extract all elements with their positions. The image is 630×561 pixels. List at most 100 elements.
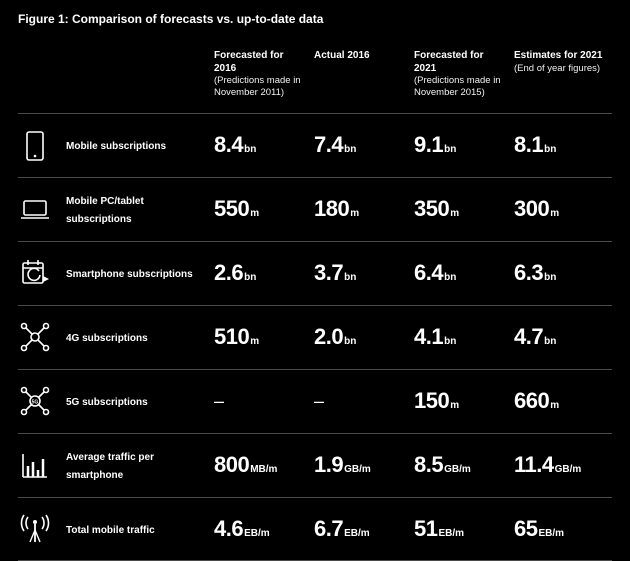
value-main: 6.3 xyxy=(514,260,543,285)
value-main: 510 xyxy=(214,324,249,349)
value-unit: m xyxy=(250,336,259,347)
value-main: 51 xyxy=(414,516,437,541)
value-unit: bn xyxy=(244,144,256,155)
data-cell: – xyxy=(314,391,414,412)
value-unit: bn xyxy=(544,144,556,155)
table-row: Mobile PC/tablet subscriptions550m180m35… xyxy=(18,177,612,241)
data-cell: 4.7bn xyxy=(514,324,614,350)
data-cell: 11.4GB/m xyxy=(514,452,614,478)
value-main: 660 xyxy=(514,388,549,413)
value-unit: bn xyxy=(344,272,356,283)
data-cell: 350m xyxy=(414,196,514,222)
row-label: Total mobile traffic xyxy=(66,525,155,536)
value-main: 1.9 xyxy=(314,452,343,477)
value-main: 3.7 xyxy=(314,260,343,285)
data-cell: 51EB/m xyxy=(414,516,514,542)
value-main: 4.7 xyxy=(514,324,543,349)
data-cell: 300m xyxy=(514,196,614,222)
data-cell: 180m xyxy=(314,196,414,222)
data-cell: 6.4bn xyxy=(414,260,514,286)
table-row: Average traffic per smartphone800MB/m1.9… xyxy=(18,433,612,497)
value-unit: bn xyxy=(444,336,456,347)
data-cell: 6.7EB/m xyxy=(314,516,414,542)
row-label: Mobile subscriptions xyxy=(66,141,166,152)
data-cell: 660m xyxy=(514,388,614,414)
value-main: 180 xyxy=(314,196,349,221)
row-label: Mobile PC/tablet subscriptions xyxy=(66,196,144,225)
value-main: 9.1 xyxy=(414,132,443,157)
network-5g-icon xyxy=(18,384,66,418)
row-label: 4G subscriptions xyxy=(66,333,148,344)
value-unit: bn xyxy=(544,336,556,347)
figure-title: Figure 1: Comparison of forecasts vs. up… xyxy=(18,12,612,26)
value-unit: bn xyxy=(344,336,356,347)
value-unit: bn xyxy=(444,272,456,283)
data-cell: 510m xyxy=(214,324,314,350)
data-cell: 1.9GB/m xyxy=(314,452,414,478)
value-unit: m xyxy=(350,208,359,219)
value-main: 300 xyxy=(514,196,549,221)
value-main: 2.0 xyxy=(314,324,343,349)
value-unit: EB/m xyxy=(538,528,564,539)
value-main: 8.1 xyxy=(514,132,543,157)
value-main: 800 xyxy=(214,452,249,477)
antenna-icon xyxy=(18,512,66,546)
value-unit: bn xyxy=(444,144,456,155)
data-cell: 2.0bn xyxy=(314,324,414,350)
data-cell: 4.1bn xyxy=(414,324,514,350)
table-row: Mobile subscriptions8.4bn7.4bn9.1bn8.1bn xyxy=(18,113,612,177)
value-unit: bn xyxy=(344,144,356,155)
table-row: 5G subscriptions––150m660m xyxy=(18,369,612,433)
value-main: 4.6 xyxy=(214,516,243,541)
data-cell: 8.1bn xyxy=(514,132,614,158)
value-main: 150 xyxy=(414,388,449,413)
data-cell: 800MB/m xyxy=(214,452,314,478)
col-head-2: Forecasted for 2021 (Predictions made in… xyxy=(414,50,514,99)
bar-chart-icon xyxy=(18,448,66,482)
value-unit: EB/m xyxy=(244,528,270,539)
value-main: 11.4 xyxy=(514,452,554,477)
value-unit: GB/m xyxy=(444,464,471,475)
value-unit: EB/m xyxy=(344,528,370,539)
value-main: 6.4 xyxy=(414,260,443,285)
table-row: Total mobile traffic4.6EB/m6.7EB/m51EB/m… xyxy=(18,497,612,561)
value-main: 350 xyxy=(414,196,449,221)
row-label: Smartphone subscriptions xyxy=(66,269,193,280)
comparison-table: Forecasted for 2016 (Predictions made in… xyxy=(18,50,612,561)
data-cell: 150m xyxy=(414,388,514,414)
data-cell: 3.7bn xyxy=(314,260,414,286)
value-main: 8.4 xyxy=(214,132,243,157)
value-main: 65 xyxy=(514,516,537,541)
value-unit: MB/m xyxy=(250,464,277,475)
data-cell: 2.6bn xyxy=(214,260,314,286)
row-label: Average traffic per smartphone xyxy=(66,452,154,481)
calendar-refresh-icon xyxy=(18,256,66,290)
data-cell: – xyxy=(214,391,314,412)
value-main: 2.6 xyxy=(214,260,243,285)
value-main: 8.5 xyxy=(414,452,443,477)
data-cell: 65EB/m xyxy=(514,516,614,542)
value-main: 550 xyxy=(214,196,249,221)
value-unit: m xyxy=(450,400,459,411)
table-header-row: Forecasted for 2016 (Predictions made in… xyxy=(18,50,612,113)
col-head-0: Forecasted for 2016 (Predictions made in… xyxy=(214,50,314,99)
data-cell: 9.1bn xyxy=(414,132,514,158)
data-cell: 550m xyxy=(214,196,314,222)
value-unit: bn xyxy=(244,272,256,283)
data-cell: 8.4bn xyxy=(214,132,314,158)
data-cell: 6.3bn xyxy=(514,260,614,286)
value-unit: GB/m xyxy=(555,464,582,475)
col-head-1: Actual 2016 xyxy=(314,50,414,63)
value-unit: m xyxy=(250,208,259,219)
row-label: 5G subscriptions xyxy=(66,397,148,408)
phone-icon xyxy=(18,128,66,162)
value-unit: bn xyxy=(544,272,556,283)
data-cell: 7.4bn xyxy=(314,132,414,158)
table-row: 4G subscriptions510m2.0bn4.1bn4.7bn xyxy=(18,305,612,369)
value-unit: GB/m xyxy=(344,464,371,475)
value-main: 4.1 xyxy=(414,324,443,349)
value-unit: m xyxy=(450,208,459,219)
value-unit: m xyxy=(550,400,559,411)
col-head-3: Estimates for 2021 (End of year figures) xyxy=(514,50,614,74)
network-4g-icon xyxy=(18,320,66,354)
